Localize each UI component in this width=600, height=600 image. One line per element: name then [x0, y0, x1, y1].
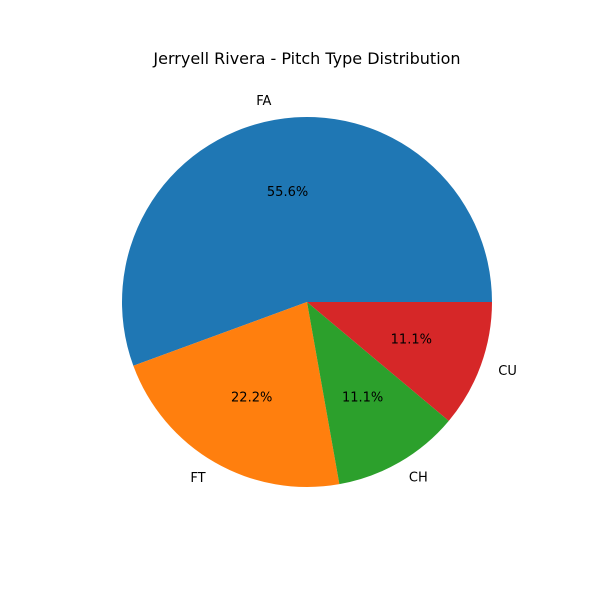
- percent-label-cu: 11.1%: [391, 332, 432, 347]
- slice-label-ft: FT: [190, 471, 205, 486]
- percent-label-ch: 11.1%: [342, 391, 383, 406]
- slice-label-ch: CH: [409, 471, 428, 486]
- slice-label-cu: CU: [498, 364, 517, 379]
- chart-title: Jerryell Rivera - Pitch Type Distributio…: [152, 49, 460, 68]
- pie-slice-ch: [307, 302, 449, 485]
- pie-slice-cu: [307, 302, 492, 421]
- pie-slices: [122, 117, 493, 487]
- slice-label-fa: FA: [256, 94, 271, 109]
- pie-slice-fa: [122, 117, 493, 366]
- pie-labels: FA 55.6% FT 22.2% CH 11.1% CU 11.1%: [190, 94, 516, 486]
- percent-label-ft: 22.2%: [231, 391, 272, 406]
- pie-slice-ft: [133, 302, 340, 487]
- percent-label-fa: 55.6%: [267, 185, 308, 200]
